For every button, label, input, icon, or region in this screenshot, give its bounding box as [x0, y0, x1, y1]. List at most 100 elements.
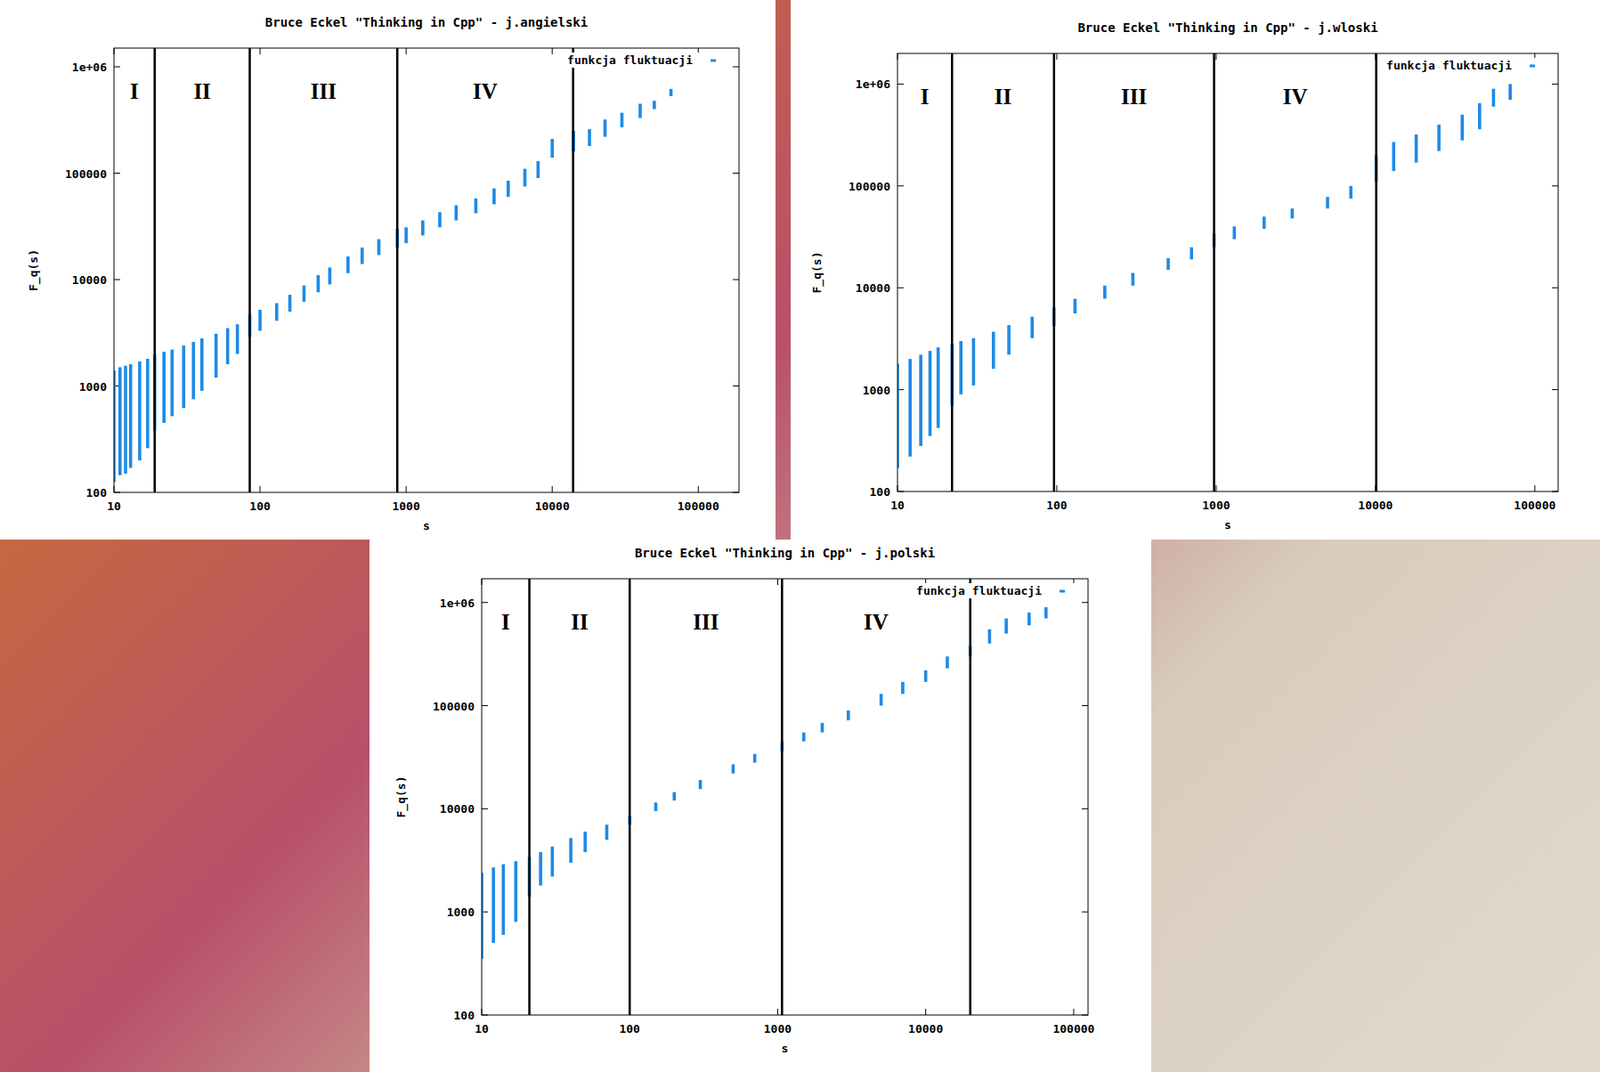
y-tick-label: 10000	[855, 281, 891, 295]
x-tick	[777, 1008, 779, 1016]
y-tick	[732, 385, 740, 387]
range-bar	[928, 350, 933, 437]
range-bar	[1478, 103, 1482, 130]
x-tick	[259, 48, 261, 55]
range-bar	[288, 294, 293, 312]
x-tick-label: 1000	[391, 499, 420, 513]
range-bar	[492, 188, 496, 205]
range-bar	[491, 867, 496, 943]
y-tick	[897, 83, 904, 85]
region-boundary	[571, 48, 575, 493]
range-bar	[235, 324, 240, 354]
x-tick-label: 10000	[908, 1022, 943, 1036]
y-tick	[481, 808, 488, 810]
y-tick	[481, 705, 488, 707]
y-tick-label: 100	[869, 485, 892, 499]
region-boundary	[248, 48, 252, 493]
range-bar	[918, 354, 923, 446]
x-tick-label: 1000	[1202, 498, 1230, 512]
x-tick	[259, 486, 261, 493]
range-bar	[226, 327, 230, 365]
legend-label: funkcja fluktuacji	[567, 53, 693, 67]
range-bar	[138, 361, 142, 461]
range-bar	[654, 802, 658, 812]
range-bar	[170, 349, 174, 417]
region-label: III	[310, 79, 337, 104]
range-bar	[1131, 273, 1136, 286]
region-label: I	[920, 84, 930, 109]
y-tick-label: 100	[454, 1008, 476, 1023]
range-bar	[1414, 134, 1419, 163]
y-tick	[113, 66, 121, 68]
legend: funkcja fluktuacji	[1383, 57, 1551, 74]
range-bar	[191, 341, 195, 400]
x-tick-label: 100	[249, 499, 271, 513]
y-tick	[1551, 83, 1559, 85]
range-bar	[501, 864, 505, 935]
x-tick	[1055, 53, 1057, 60]
range-bar	[698, 779, 703, 789]
range-bar	[672, 792, 676, 802]
y-tick	[732, 172, 740, 174]
region-boundary	[153, 48, 156, 493]
range-bar	[1348, 186, 1353, 199]
range-bar	[820, 722, 825, 733]
x-tick-label: 10	[890, 498, 905, 512]
range-bar	[214, 333, 219, 378]
y-tick-label: 100000	[432, 699, 475, 714]
range-bar	[753, 754, 757, 764]
x-tick	[552, 486, 553, 493]
range-bar	[908, 358, 912, 457]
range-bar	[258, 309, 262, 332]
range-bar	[302, 285, 307, 302]
range-bar	[506, 180, 511, 197]
range-bar	[958, 341, 963, 395]
range-bar	[181, 345, 186, 408]
chart-title: Bruce Eckel "Thinking in Cpp" - j.angiel…	[265, 15, 588, 30]
region-label: II	[994, 84, 1012, 109]
legend-swatch	[1059, 590, 1065, 593]
region-label: IV	[1283, 84, 1308, 109]
y-tick	[732, 279, 740, 281]
x-tick	[1215, 53, 1217, 60]
region-label: III	[1120, 84, 1147, 109]
range-bar	[421, 220, 425, 236]
chart-title: Bruce Eckel "Thinking in Cpp" - j.polski	[634, 545, 935, 561]
region-boundary	[1212, 53, 1216, 492]
range-bar	[605, 824, 610, 840]
range-bar	[1073, 299, 1078, 314]
range-bar	[669, 89, 674, 97]
legend-swatch	[1529, 64, 1536, 68]
range-bar	[1166, 258, 1170, 270]
legend: funkcja fluktuacji	[564, 52, 731, 68]
legend-background	[1383, 57, 1551, 74]
y-tick	[1081, 705, 1089, 707]
plot-frame	[481, 578, 1089, 1016]
range-bar	[991, 332, 996, 370]
range-bar	[360, 247, 365, 265]
x-tick	[1055, 485, 1057, 492]
page: Bruce Eckel "Thinking in Cpp" - j.angiel…	[0, 0, 1600, 1072]
range-bar	[550, 138, 554, 158]
range-bar	[879, 693, 884, 706]
chart-panel: Bruce Eckel "Thinking in Cpp" - j.polski…	[369, 539, 1152, 1072]
legend: funkcja fluktuacji	[913, 583, 1081, 599]
range-bar	[523, 169, 528, 187]
y-tick	[113, 172, 121, 174]
range-bar	[1004, 618, 1008, 634]
range-bar	[846, 710, 851, 721]
region-label: I	[129, 79, 139, 104]
legend-swatch	[710, 59, 716, 63]
region-label: IV	[472, 79, 498, 104]
y-tick	[897, 287, 904, 289]
y-axis-title: F_q(s)	[810, 251, 825, 294]
range-bar	[988, 629, 992, 644]
range-bar	[328, 267, 333, 285]
legend-background	[913, 583, 1081, 599]
range-bar	[1460, 114, 1464, 141]
range-bar	[1492, 89, 1496, 107]
plot-area	[481, 578, 1048, 1016]
y-tick	[113, 279, 121, 281]
range-bar	[583, 831, 587, 853]
y-tick	[1081, 911, 1089, 913]
